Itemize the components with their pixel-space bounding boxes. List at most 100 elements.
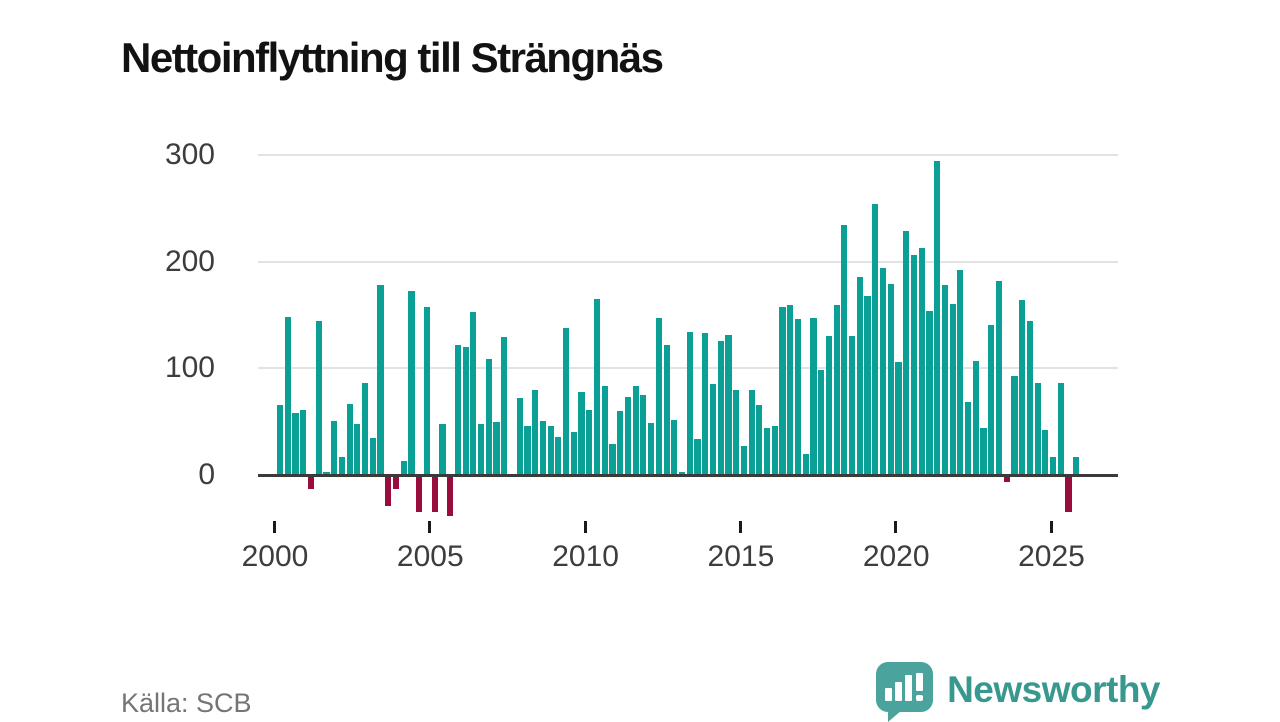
bar-2018-q2	[841, 225, 848, 475]
bar-2008-q1	[524, 425, 531, 475]
bar-2024-q4	[1042, 430, 1049, 475]
bar-2011-q1	[617, 410, 624, 475]
bar-2024-q1	[1019, 300, 1026, 475]
bar-2023-q3	[1003, 475, 1010, 483]
bar-2014-q4	[733, 389, 740, 475]
x-axis-line	[258, 473, 1118, 477]
bar-2010-q4	[609, 444, 616, 475]
bar-2016-q1	[771, 425, 778, 475]
x-axis-label: 2020	[862, 540, 930, 573]
bar-2012-q4	[671, 419, 678, 475]
bar-2005-q2	[439, 423, 446, 475]
bar-2006-q4	[485, 358, 492, 475]
bar-2020-q3	[910, 255, 918, 475]
bar-2002-q3	[354, 423, 361, 475]
bar-2004-q4	[423, 307, 431, 475]
bar-2006-q1	[462, 346, 469, 475]
x-axis-tick	[273, 521, 276, 533]
bar-2021-q4	[949, 304, 956, 475]
bar-2024-q2	[1026, 321, 1033, 475]
bar-2020-q2	[903, 230, 910, 475]
bar-2013-q1	[678, 471, 686, 475]
bar-2010-q1	[586, 409, 593, 475]
bar-2001-q1	[307, 475, 315, 489]
bar-2018-q1	[833, 305, 840, 475]
bar-2010-q3	[601, 386, 608, 475]
bar-2020-q1	[895, 361, 902, 475]
bar-2023-q4	[1011, 375, 1018, 475]
bar-2003-q1	[369, 437, 376, 475]
bar-2005-q4	[454, 344, 461, 475]
y-axis-label: 100	[164, 351, 215, 385]
bar-2000-q1	[277, 404, 284, 475]
bar-2003-q2	[377, 285, 384, 475]
bar-2001-q2	[315, 321, 322, 475]
bar-2004-q2	[408, 291, 415, 475]
bar-2015-q1	[740, 446, 747, 475]
bar-2008-q2	[532, 389, 539, 475]
y-axis-label: 200	[164, 244, 215, 278]
bar-2019-q2	[872, 203, 879, 475]
y-axis-label: 300	[164, 137, 215, 171]
x-axis-tick	[583, 521, 587, 533]
bar-2023-q2	[995, 280, 1003, 475]
bar-2017-q2	[810, 318, 817, 475]
bar-2011-q2	[624, 397, 632, 475]
bar-2016-q2	[779, 307, 786, 475]
x-axis-tick	[894, 521, 898, 533]
bar-2013-q3	[694, 438, 701, 475]
bar-2009-q1	[555, 436, 562, 475]
bar-2000-q3	[292, 413, 299, 475]
gridline	[258, 260, 1118, 263]
bar-2019-q3	[879, 268, 887, 475]
bar-2001-q3	[323, 471, 330, 475]
bar-2009-q2	[563, 327, 570, 475]
bar-2005-q3	[447, 475, 454, 516]
bar-2010-q2	[593, 298, 601, 475]
page-title: Nettoinflyttning till Strängnäs	[121, 34, 664, 82]
bar-2014-q3	[725, 335, 732, 475]
x-axis-tick	[738, 521, 742, 533]
bar-2022-q4	[980, 428, 987, 475]
bar-2022-q3	[972, 360, 979, 475]
bar-2017-q4	[825, 336, 833, 475]
bar-2025-q3	[1065, 475, 1072, 513]
bar-2000-q4	[300, 409, 307, 475]
bar-2025-q4	[1073, 456, 1080, 475]
x-axis-label: 2025	[1018, 540, 1085, 573]
bar-2017-q1	[802, 453, 809, 475]
bar-2001-q4	[331, 420, 338, 475]
bar-2015-q3	[756, 404, 763, 475]
bar-2005-q1	[431, 475, 438, 513]
bar-2009-q3	[570, 432, 577, 475]
x-axis-label: 2015	[707, 540, 775, 573]
bar-2008-q3	[539, 420, 546, 475]
bar-2021-q1	[926, 310, 933, 475]
bar-2003-q3	[385, 475, 392, 506]
bar-2021-q3	[941, 285, 948, 475]
bar-2009-q4	[578, 391, 585, 475]
bar-2012-q3	[663, 344, 670, 475]
bar-2013-q2	[686, 332, 693, 475]
newsworthy-logo: Newsworthy	[876, 660, 1160, 722]
bar-2006-q2	[470, 311, 477, 475]
newsworthy-wordmark: Newsworthy	[947, 669, 1160, 710]
bar-2003-q4	[392, 475, 400, 489]
bar-2002-q2	[346, 403, 353, 475]
x-axis-label: 2005	[396, 540, 464, 573]
bar-2007-q1	[493, 421, 500, 475]
bar-2016-q3	[787, 305, 794, 475]
bar-2008-q4	[547, 425, 554, 475]
net-migration-bar-chart: 0 100 200 300 2000 2005 2010 2015 2020 2025	[164, 137, 1118, 573]
bar-2015-q2	[748, 389, 755, 475]
bar-2004-q3	[416, 475, 423, 513]
bar-2012-q1	[648, 422, 655, 475]
bar-2014-q1	[709, 384, 717, 475]
bar-2023-q1	[988, 324, 995, 475]
bar-2004-q1	[400, 461, 407, 475]
bar-chart-speech-bubble-icon	[876, 661, 934, 722]
bar-2016-q4	[794, 319, 802, 475]
x-axis-tick	[428, 521, 432, 533]
bar-2018-q3	[849, 336, 856, 475]
bar-2007-q4	[516, 398, 523, 475]
